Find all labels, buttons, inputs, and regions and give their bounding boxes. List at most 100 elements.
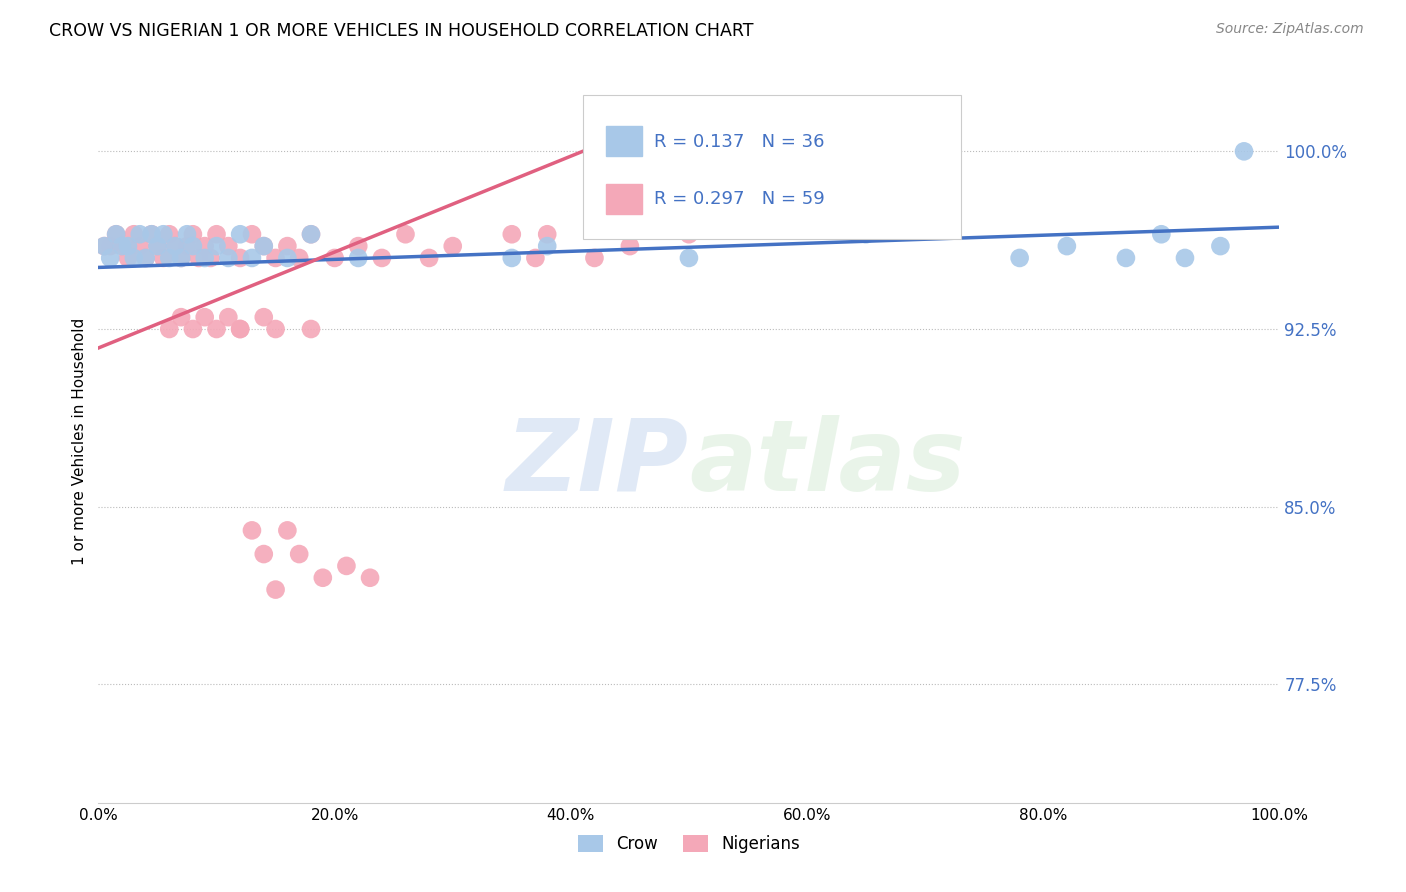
Point: [122, 227, 145, 242]
Point: [157, 251, 180, 265]
Text: Source: ZipAtlas.com: Source: ZipAtlas.com: [1216, 22, 1364, 37]
Point: [194, 239, 217, 253]
Point: [229, 322, 252, 336]
Text: CROW VS NIGERIAN 1 OR MORE VEHICLES IN HOUSEHOLD CORRELATION CHART: CROW VS NIGERIAN 1 OR MORE VEHICLES IN H…: [49, 22, 754, 40]
Point: [98, 239, 121, 253]
Point: [135, 251, 157, 265]
Point: [141, 227, 163, 242]
Point: [165, 239, 187, 253]
Bar: [606, 126, 641, 156]
Point: [524, 251, 547, 265]
Point: [1008, 251, 1031, 265]
Point: [170, 310, 193, 325]
Point: [1209, 239, 1232, 253]
Point: [187, 251, 209, 265]
Point: [170, 251, 193, 265]
Legend: Crow, Nigerians: Crow, Nigerians: [571, 828, 807, 860]
Point: [253, 239, 276, 253]
Point: [501, 227, 523, 242]
Point: [441, 239, 464, 253]
Point: [394, 227, 416, 242]
Point: [276, 251, 298, 265]
Point: [619, 239, 641, 253]
Point: [288, 251, 311, 265]
Point: [240, 524, 263, 538]
Point: [93, 239, 115, 253]
Point: [536, 239, 558, 253]
Point: [229, 322, 252, 336]
Point: [229, 227, 252, 242]
FancyBboxPatch shape: [582, 95, 960, 239]
Point: [217, 239, 239, 253]
Point: [501, 251, 523, 265]
Point: [299, 322, 322, 336]
Point: [217, 310, 239, 325]
Point: [264, 251, 287, 265]
Point: [1233, 145, 1256, 159]
Point: [240, 227, 263, 242]
Point: [152, 251, 174, 265]
Point: [229, 251, 252, 265]
Point: [205, 322, 228, 336]
Point: [276, 524, 298, 538]
Point: [111, 239, 134, 253]
Point: [1150, 227, 1173, 242]
Point: [181, 239, 204, 253]
Point: [299, 227, 322, 242]
Text: R = 0.297   N = 59: R = 0.297 N = 59: [654, 191, 824, 209]
Point: [146, 239, 169, 253]
Point: [855, 227, 877, 242]
Point: [152, 227, 174, 242]
Point: [176, 239, 198, 253]
Point: [128, 227, 150, 242]
Point: [347, 251, 370, 265]
Point: [276, 239, 298, 253]
Point: [194, 310, 217, 325]
Point: [217, 251, 239, 265]
Point: [678, 227, 700, 242]
Point: [359, 571, 381, 585]
Point: [165, 239, 187, 253]
Point: [1056, 239, 1078, 253]
Text: atlas: atlas: [689, 415, 966, 512]
Text: R = 0.137   N = 36: R = 0.137 N = 36: [654, 133, 824, 151]
Bar: [606, 184, 641, 214]
Point: [1174, 251, 1197, 265]
Point: [299, 227, 322, 242]
Point: [141, 227, 163, 242]
Point: [93, 239, 115, 253]
Point: [253, 547, 276, 561]
Point: [105, 227, 128, 242]
Text: ZIP: ZIP: [506, 415, 689, 512]
Point: [240, 251, 263, 265]
Point: [583, 251, 606, 265]
Point: [181, 322, 204, 336]
Point: [200, 251, 222, 265]
Point: [135, 251, 157, 265]
Y-axis label: 1 or more Vehicles in Household: 1 or more Vehicles in Household: [72, 318, 87, 566]
Point: [371, 251, 394, 265]
Point: [111, 239, 134, 253]
Point: [205, 227, 228, 242]
Point: [146, 239, 169, 253]
Point: [170, 251, 193, 265]
Point: [264, 322, 287, 336]
Point: [264, 582, 287, 597]
Point: [128, 239, 150, 253]
Point: [253, 310, 276, 325]
Point: [98, 251, 121, 265]
Point: [117, 251, 139, 265]
Point: [312, 571, 335, 585]
Point: [678, 251, 700, 265]
Point: [205, 239, 228, 253]
Point: [536, 227, 558, 242]
Point: [157, 227, 180, 242]
Point: [176, 227, 198, 242]
Point: [117, 239, 139, 253]
Point: [347, 239, 370, 253]
Point: [323, 251, 346, 265]
Point: [122, 251, 145, 265]
Point: [1115, 251, 1137, 265]
Point: [418, 251, 440, 265]
Point: [105, 227, 128, 242]
